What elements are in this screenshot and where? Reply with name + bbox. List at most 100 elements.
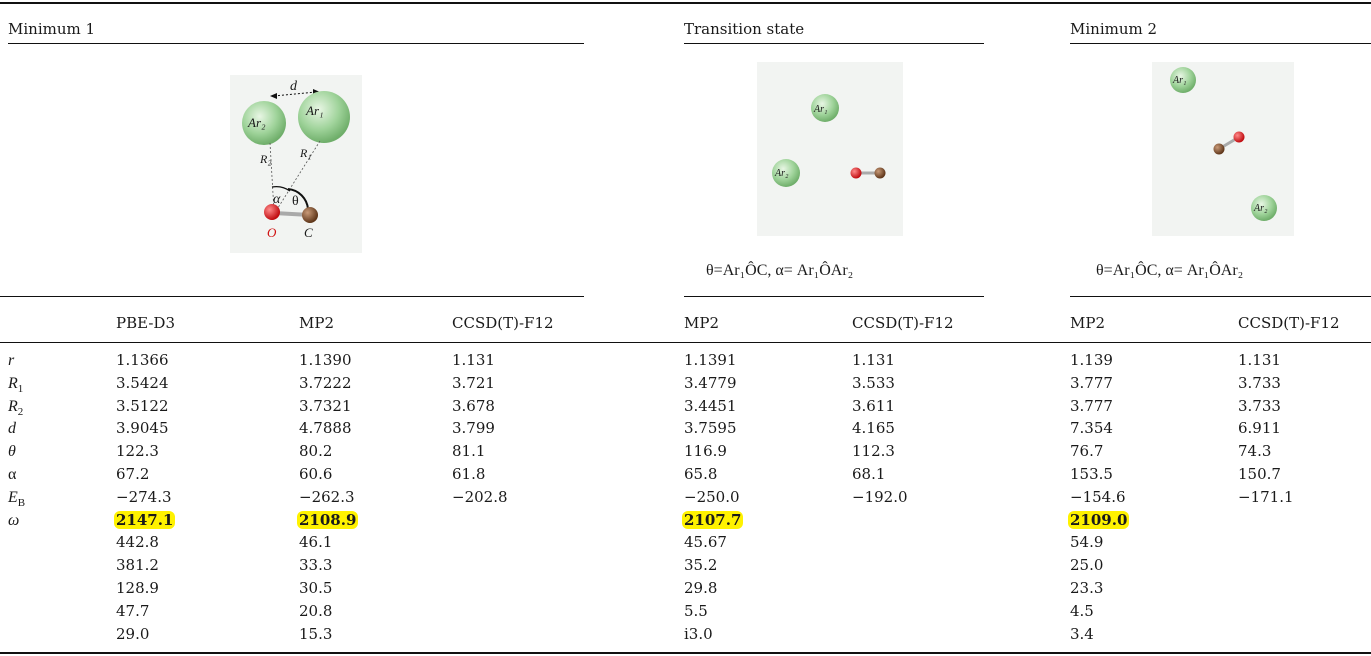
- cell-value: 3.533: [852, 373, 895, 392]
- table-cell: 1.1391: [684, 352, 737, 369]
- cell-value: 3.799: [452, 419, 495, 438]
- cell-value: 3.5424: [116, 373, 169, 392]
- cell-value: 29.0: [116, 624, 150, 643]
- row-label: R2: [8, 398, 23, 421]
- cell-value: 442.8: [116, 533, 159, 552]
- carbon-atom: [1213, 143, 1225, 155]
- row-label-symbol: d: [8, 420, 16, 438]
- table-cell: 1.1390: [299, 352, 352, 369]
- cell-value: 1.131: [852, 351, 895, 369]
- table-cell: 112.3: [852, 443, 895, 460]
- table-cell: 80.2: [299, 443, 332, 460]
- column-header: MP2: [299, 314, 334, 332]
- cell-value: 116.9: [684, 442, 727, 461]
- highlighted-value: 2108.9: [297, 510, 359, 529]
- table-cell: i3.0: [684, 625, 713, 643]
- cell-value: 74.3: [1238, 442, 1272, 461]
- cell-value: −274.3: [116, 487, 172, 506]
- cell-value: 3.9045: [116, 419, 169, 438]
- highlighted-value: 2147.1: [114, 510, 176, 529]
- table-cell: 61.8: [452, 466, 485, 483]
- cell-value: −202.8: [452, 487, 508, 506]
- label-ar2: Ar₂: [774, 168, 789, 179]
- cell-value: 122.3: [116, 442, 159, 461]
- table-cell: 2107.7: [682, 510, 744, 529]
- cell-value: 35.2: [684, 556, 718, 575]
- table-cell: 3.733: [1238, 397, 1281, 415]
- table-cell: −262.3: [299, 487, 355, 506]
- section-rule-transition-state: [684, 43, 984, 44]
- argon-1-atom: [298, 91, 350, 143]
- cell-value: −171.1: [1238, 487, 1294, 506]
- argon-2-atom: [772, 159, 800, 187]
- table-cell: 1.139: [1070, 352, 1113, 369]
- label-o: O: [267, 225, 277, 240]
- row-label: EB: [8, 489, 25, 512]
- cell-value: 81.1: [452, 442, 486, 461]
- cell-value: 1.1366: [116, 351, 169, 369]
- row-label-subscript: B: [17, 496, 26, 509]
- row-label: θ: [8, 443, 16, 460]
- highlighted-value: 2107.7: [682, 510, 744, 529]
- table-cell: 3.533: [852, 373, 895, 392]
- highlighted-value: 2109.0: [1068, 510, 1130, 529]
- table-cell: 2109.0: [1068, 510, 1130, 529]
- table-cell: 3.7222: [299, 374, 352, 392]
- label-ar1: Ar₁: [813, 104, 827, 115]
- cell-value: 76.7: [1070, 442, 1104, 461]
- oxygen-atom: [1233, 131, 1245, 143]
- table-cell: −192.0: [852, 488, 908, 506]
- label-d: d: [290, 79, 298, 94]
- cell-value: 80.2: [299, 442, 333, 461]
- table-cell: 65.8: [684, 466, 717, 483]
- table-cell: 2147.1: [114, 510, 176, 529]
- cell-value: 1.131: [1238, 351, 1281, 369]
- table-cell: 3.5122: [116, 396, 169, 415]
- table-cell: 30.5: [299, 580, 332, 597]
- header-bottom-rule: [0, 342, 1371, 343]
- section-rule-minimum-1: [8, 43, 584, 44]
- section-rule-minimum-2: [1070, 43, 1371, 44]
- cell-value: 1.1390: [299, 351, 352, 369]
- table-cell: −250.0: [684, 487, 740, 506]
- label-r1: R₁: [299, 146, 312, 160]
- row-label-subscript: 1: [17, 382, 24, 395]
- argon-1-atom: [1170, 67, 1196, 93]
- column-header: MP2: [684, 314, 719, 332]
- cell-value: −262.3: [299, 487, 355, 506]
- table-cell: 3.9045: [116, 420, 169, 437]
- cell-value: 3.4779: [684, 373, 737, 392]
- table-cell: 1.131: [452, 352, 495, 369]
- cell-value: 153.5: [1070, 465, 1113, 483]
- cell-value: −250.0: [684, 487, 740, 506]
- label-ar1: Ar₁: [1172, 75, 1186, 86]
- table-cell: 7.354: [1070, 420, 1113, 437]
- row-label: d: [8, 420, 16, 437]
- table-cell: 25.0: [1070, 557, 1103, 574]
- cell-value: 30.5: [299, 579, 333, 597]
- header-rule-minimum-1: [0, 296, 584, 297]
- table-cell: 3.777: [1070, 373, 1113, 392]
- cell-value: 3.5122: [116, 396, 169, 415]
- cell-value: −154.6: [1070, 487, 1126, 506]
- row-label-symbol: r: [8, 352, 15, 369]
- table-cell: 67.2: [116, 466, 149, 483]
- table-cell: 4.7888: [299, 420, 352, 437]
- row-label-symbol: ω: [8, 511, 20, 529]
- table-cell: 29.8: [684, 580, 717, 597]
- cell-value: 3.777: [1070, 373, 1113, 392]
- row-label-subscript: 2: [17, 405, 24, 418]
- cell-value: 3.4451: [684, 396, 737, 415]
- table-cell: 1.131: [852, 352, 895, 369]
- table-cell: −171.1: [1238, 487, 1294, 506]
- table-cell: 81.1: [452, 443, 485, 460]
- cell-value: 1.139: [1070, 351, 1113, 369]
- cell-value: 3.4: [1070, 624, 1094, 643]
- carbon-atom: [874, 167, 886, 179]
- figure-minimum-1: d Ar₂ Ar₁ R₂ R₁ α θ O C: [230, 75, 362, 253]
- table-cell: 54.9: [1070, 534, 1103, 551]
- table-cell: 3.733: [1238, 374, 1281, 392]
- table-cell: 33.3: [299, 557, 332, 574]
- table-cell: 2108.9: [297, 510, 359, 529]
- table-cell: 29.0: [116, 624, 150, 643]
